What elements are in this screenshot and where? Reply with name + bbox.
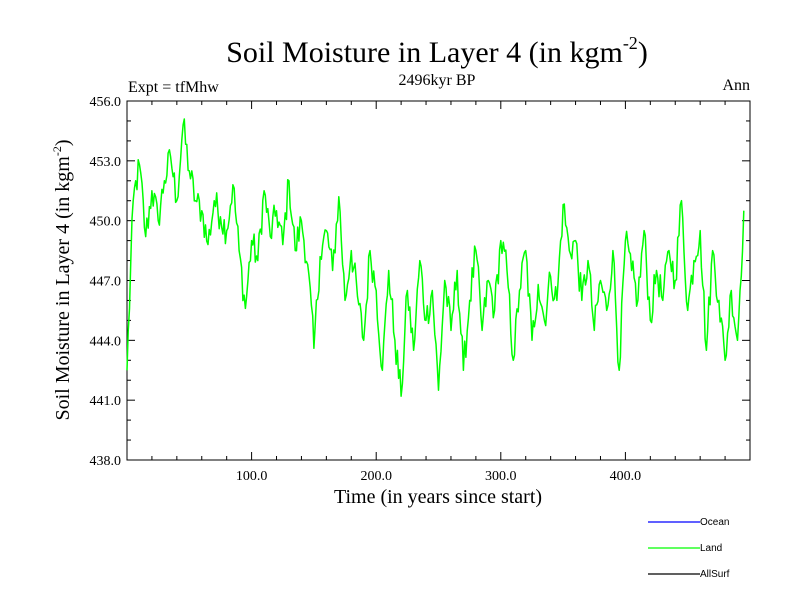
x-tick-label: 200.0 — [360, 469, 392, 484]
chart-subtitle: 2496kyr BP — [399, 72, 476, 89]
y-axis-label: Soil Moisture in Layer 4 (in kgm-2) — [50, 139, 74, 420]
y-tick-label: 450.0 — [90, 215, 122, 230]
chart-title-main: Soil Moisture in Layer 4 (in kgm — [226, 36, 623, 69]
y-tick-label: 456.0 — [90, 95, 122, 110]
y-tick-label: 453.0 — [90, 155, 122, 170]
y-axis-label-main: Soil Moisture in Layer 4 (in kgm — [52, 156, 74, 421]
chart-title: Soil Moisture in Layer 4 (in kgm-2) — [226, 33, 648, 69]
y-tick-label: 444.0 — [90, 334, 122, 349]
y-axis-ticks: 438.0 441.0 444.0 447.0 450.0 453.0 456.0 — [90, 95, 750, 469]
chart-title-sup: -2 — [623, 33, 638, 53]
y-tick-label: 438.0 — [90, 454, 122, 469]
y-axis-label-sup: -2 — [50, 146, 64, 156]
chart-title-end: ) — [638, 36, 648, 69]
x-tick-label: 400.0 — [610, 469, 642, 484]
x-axis-ticks: 100.0 200.0 300.0 400.0 — [151, 101, 726, 484]
legend-label-allsurf: AllSurf — [700, 569, 730, 580]
y-axis-label-end: ) — [52, 139, 74, 146]
season-label: Ann — [722, 77, 750, 94]
legend-label-ocean: Ocean — [700, 517, 729, 528]
experiment-label: Expt = tfMhw — [128, 79, 219, 96]
legend: Ocean Land AllSurf — [648, 517, 730, 580]
x-axis-label: Time (in years since start) — [334, 486, 542, 508]
plot-frame — [126, 100, 751, 461]
y-tick-label: 441.0 — [90, 394, 122, 409]
series-line-land — [126, 118, 745, 397]
x-tick-label: 300.0 — [485, 469, 517, 484]
legend-label-land: Land — [700, 543, 722, 554]
x-tick-label: 100.0 — [236, 469, 268, 484]
y-tick-label: 447.0 — [90, 275, 122, 290]
